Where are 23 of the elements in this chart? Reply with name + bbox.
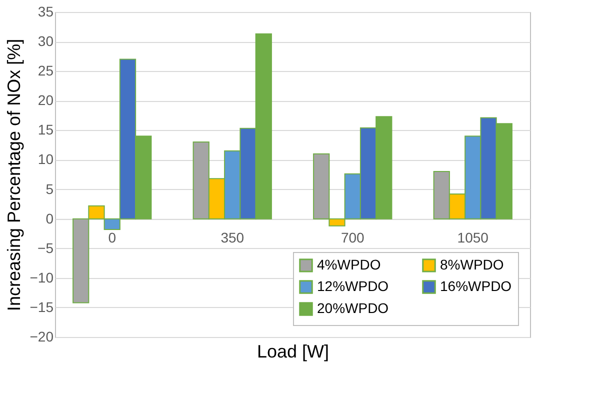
legend-label: 8%WPDO [440, 256, 504, 272]
y-tick-label: 25 [38, 62, 54, 79]
legend-label: 16%WPDO [440, 278, 512, 294]
legend-label: 20%WPDO [317, 300, 389, 316]
y-tick-label: −20 [30, 328, 54, 344]
x-axis-title: Load [W] [256, 342, 330, 362]
y-tick-label: 5 [46, 180, 54, 197]
y-tick-label: 30 [38, 33, 54, 50]
y-tick-label: 10 [38, 151, 54, 168]
x-tick-label: 700 [340, 229, 365, 246]
y-tick-label: 20 [38, 92, 54, 108]
legend-label: 12%WPDO [317, 278, 389, 294]
x-tick-label: 1050 [457, 229, 489, 246]
y-tick-label: −10 [30, 269, 54, 286]
y-tick-label: −5 [38, 240, 54, 256]
y-tick-label: −15 [30, 298, 54, 315]
y-tick-label: 15 [38, 122, 54, 138]
y-tick-label: 35 [38, 4, 54, 20]
y-tick-label: 0 [46, 210, 54, 226]
legend-label: 4%WPDO [317, 256, 381, 272]
x-tick-label: 350 [220, 229, 244, 246]
y-axis-title: Increasing Percentage of NOx [%] [4, 38, 24, 312]
x-tick-label: 0 [108, 229, 116, 246]
